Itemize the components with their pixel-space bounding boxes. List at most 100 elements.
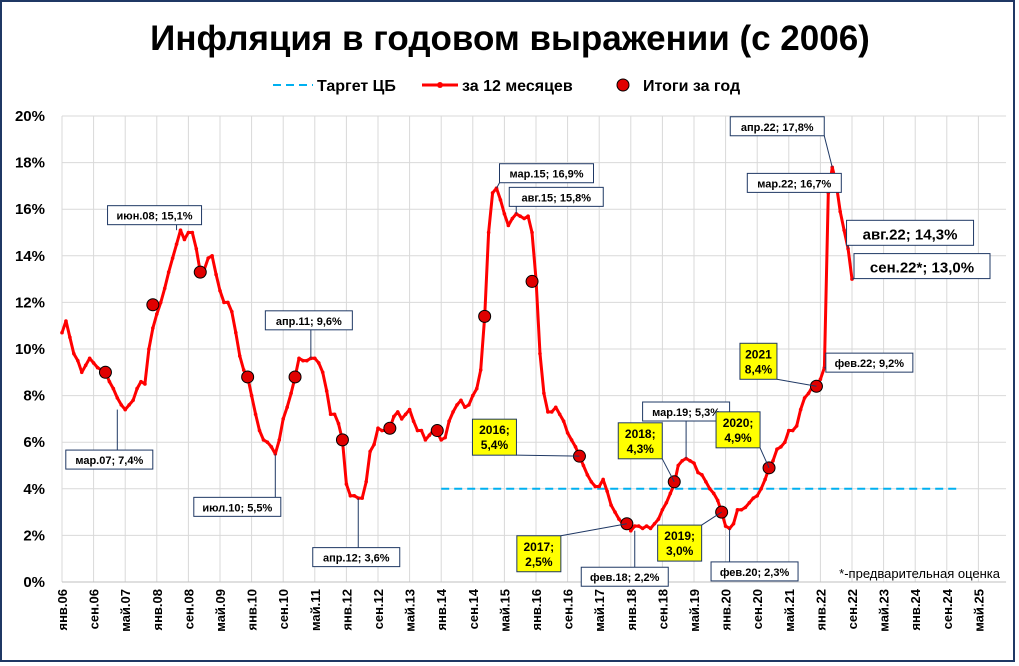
monthly-point [155,312,159,316]
annual-series [98,265,823,531]
x-tick-label: май.07 [118,589,133,632]
annotation-line: фев.22; 9,2% [835,358,905,370]
monthly-point [747,500,752,505]
monthly-point [344,482,349,486]
monthly-point [170,256,175,260]
monthly-point [87,356,92,361]
annotation-leader [661,458,675,483]
monthly-point [585,473,590,477]
monthly-point [664,500,669,505]
monthly-point [372,442,376,447]
monthly-point [502,212,507,216]
annotation-line: авг.22; 14,3% [863,226,958,243]
monthly-point [352,493,357,498]
annotation-box [715,411,761,449]
annotation-box [65,449,154,470]
x-tick-label: сен.14 [466,588,481,629]
annual-point [98,365,112,379]
y-tick-label: 0% [23,574,45,591]
legend-target-label: Таргет ЦБ [317,78,396,95]
monthly-point [798,407,803,412]
monthly-point [644,524,649,528]
y-tick-label: 8% [23,388,45,405]
monthly-point [411,419,416,424]
annotation-callout: июн.08; 15,1% [107,205,203,231]
monthly-point [696,470,700,475]
monthly-point [68,335,72,340]
monthly-point [542,391,546,396]
monthly-point [415,428,420,433]
monthly-point [135,386,139,391]
monthly-point [597,484,601,489]
annotation-text: апр.22; 17,8% [741,122,814,134]
monthly-point [565,431,570,435]
monthly-point [581,463,586,468]
monthly-point [652,521,657,526]
x-tick-label: сен.08 [181,589,196,629]
y-tick-label: 14% [15,248,45,265]
monthly-point [538,351,542,356]
monthly-point [316,361,321,365]
annotation-callout: 2017; 2,5% [516,523,627,573]
monthly-point [459,398,463,403]
monthly-point [557,412,562,417]
monthly-point [131,398,135,403]
annotation-callout: фев.22; 9,2% [824,352,914,373]
x-tick-label: сен.12 [371,589,386,629]
monthly-point [794,424,799,428]
annotation-callout: фев.20; 2,3% [710,528,799,582]
annotation-line: мар.15; 16,9% [509,169,583,181]
monthly-point [530,230,534,235]
annotation-line: сен.22*; 13,0% [870,260,974,277]
monthly-point [439,438,444,442]
monthly-point [210,254,214,258]
annual-point [383,421,397,435]
monthly-point [64,319,68,323]
annotation-line: фев.20; 2,3% [720,567,790,579]
monthly-point [206,256,210,260]
x-tick-label: сен.18 [655,589,670,629]
monthly-point [447,419,451,424]
monthly-point [158,300,163,305]
monthly-point [708,487,712,491]
annotation-text: 2020; 4,9% [723,416,754,445]
x-tick-label: май.21 [782,589,797,632]
monthly-point [522,216,526,221]
annotation-line: 2016; [479,423,510,437]
monthly-point [490,191,495,195]
monthly-point [91,361,96,365]
x-tick-label: май.17 [592,589,607,632]
monthly-point [123,407,127,412]
monthly-point [348,493,353,498]
monthly-point [553,405,558,410]
monthly-point [277,438,282,442]
monthly-point [688,459,692,463]
annotation-text: фев.18; 2,2% [590,572,660,584]
monthly-point [166,270,171,274]
monthly-point [72,351,76,356]
monthly-point [771,459,775,463]
legend-monthly-label: за 12 месяцев [462,78,573,95]
monthly-point [842,228,846,232]
annotation-callout: сен.22*; 13,0% [851,253,991,280]
monthly-point [297,356,301,361]
x-tick-label: май.11 [308,589,323,631]
annotation-box [739,342,778,380]
y-axis-ticks: 0% 2% 4% 6% 8% 10% 12% 14% 16% 18% 20% [15,108,45,591]
annotation-box [107,205,203,226]
monthly-point [640,526,645,531]
legend-annual-label: Итоги за год [643,78,740,95]
monthly-point [332,412,337,417]
x-tick-label: янв.10 [245,589,260,631]
monthly-point [510,216,515,221]
monthly-point [763,477,767,482]
monthly-point [743,505,748,510]
annual-point [288,370,302,384]
monthly-point [143,382,147,386]
monthly-point [174,242,179,246]
monthly-point [486,230,491,235]
annual-point [193,265,207,279]
annotation-text: авг.15; 15,8% [521,192,591,204]
monthly-point [83,363,88,368]
monthly-point [237,354,242,358]
